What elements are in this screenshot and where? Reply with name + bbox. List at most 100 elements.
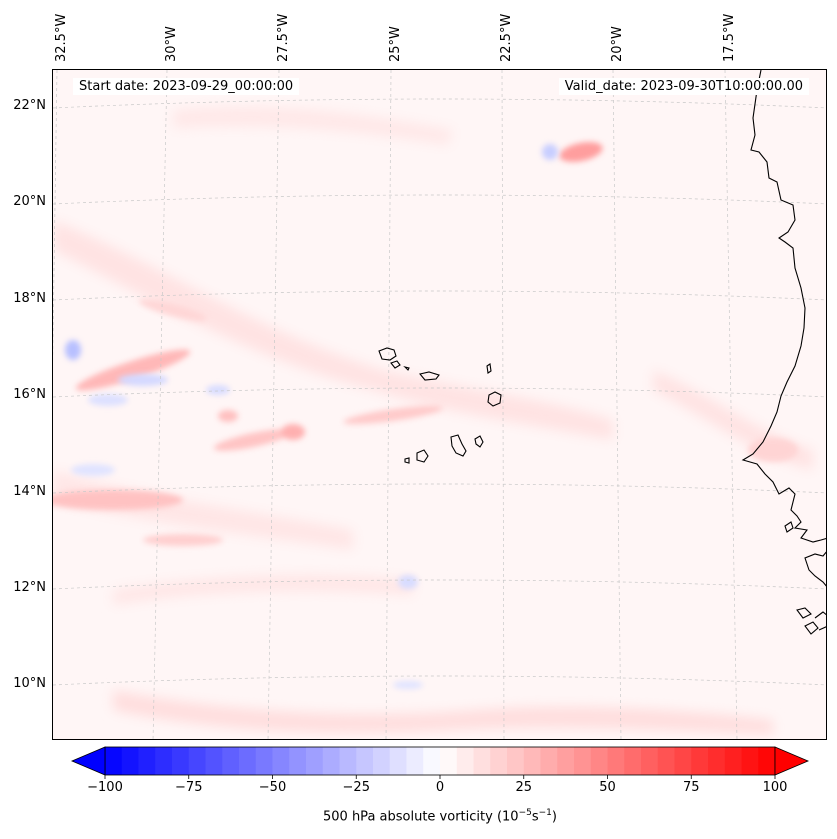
colorbar-segment [239,747,257,775]
colorbar-segment [708,747,726,775]
graticule [53,70,826,739]
lon-label-20w: 20°W [610,26,625,62]
vorticity-field-strong [53,142,798,546]
colorbar-label-suffix: ) [551,809,557,825]
gridline-lon [501,70,505,739]
gridline-lon [724,70,738,739]
lat-label-14n: 14°N [13,484,46,499]
lat-label-20n: 20°N [13,194,46,209]
positive-band [53,470,353,550]
colorbar-max-extend [774,746,810,776]
lon-label-27-5w: 27.5°W [276,13,291,62]
colorbar-segment [641,747,659,775]
island-sao-nicolau [418,371,440,381]
colorbar-segment [339,747,357,775]
colorbar-segment [490,747,508,775]
island-sal [486,363,492,374]
lat-label-10n: 10°N [13,676,46,691]
negative-patch [398,575,418,589]
colorbar-tick-label: 100 [762,780,788,795]
gridline-lat [53,194,826,205]
colorbar-segment [205,747,223,775]
colorbar-segment [574,747,592,775]
gridline-lat [53,579,826,590]
gridline-lat [53,290,826,301]
colorbar-tick-label: −100 [87,780,123,795]
colorbar-label-prefix: 500 hPa absolute vorticity (10 [323,809,519,825]
colorbar-segment [674,747,692,775]
positive-streak [139,299,207,321]
lat-label-12n: 12°N [13,580,46,595]
island-maio [474,435,484,448]
colorbar-segment [440,747,458,775]
colorbar-tick-labels: −100 −75 −50 −25 0 25 50 75 100 [0,780,837,800]
island-brava [404,457,410,464]
colorbar-label-exp1: −5 [518,808,532,818]
colorbar-segment [607,747,625,775]
positive-band [173,106,453,145]
colorbar-label: 500 hPa absolute vorticity (10−5s−1) [0,808,837,824]
colorbar-tick-label: −75 [175,780,203,795]
negative-patch [118,374,168,386]
gridline-lon [612,70,622,739]
coastline-guinea [814,611,826,619]
coastline [741,70,826,587]
positive-streak [53,490,183,510]
colorbar-segment [222,747,240,775]
colorbar-segment [507,747,525,775]
lon-label-22-5w: 22.5°W [499,13,514,62]
colorbar-segment [724,747,743,775]
positive-streak [75,349,191,391]
start-date-label: Start date: 2023-09-29_00:00:00 [73,78,300,95]
island-santo-antao [378,347,397,361]
colorbar-segments [105,747,776,775]
cape-verde-islands [378,347,502,464]
gridline-lon [267,70,280,739]
negative-vorticity [65,144,558,689]
colorbar-segment [322,747,341,775]
coastline-guinea [818,626,826,631]
colorbar-segment [406,747,424,775]
colorbar-segment [473,747,491,775]
lat-label-22n: 22°N [13,98,46,113]
colorbar-segment [121,747,140,775]
positive-band [113,690,773,735]
negative-patch [88,394,128,406]
colorbar-segment [306,747,324,775]
colorbar-segment [523,747,542,775]
vorticity-map [53,70,826,739]
colorbar-tick-label: −50 [258,780,287,795]
negative-patch [393,681,423,689]
valid-date-label: Valid_date: 2023-09-30T10:00:00.00 [558,78,809,95]
positive-band [53,220,613,440]
island-sao-vicente [390,360,401,369]
lat-label-16n: 16°N [13,387,46,402]
colorbar-segment [590,747,609,775]
colorbar-segment [657,747,676,775]
lat-label-18n: 18°N [13,291,46,306]
gridline-lat [53,98,826,109]
positive-streak [343,405,443,425]
colorbar-segment [155,747,173,775]
colorbar-segment [557,747,575,775]
colorbar-segment [456,747,475,775]
colorbar-segment [138,747,156,775]
island-fogo [416,449,429,463]
gridline-lat [53,387,826,398]
island-santa-luzia [403,365,410,371]
colorbar-segment [691,747,709,775]
colorbar-segment [423,747,441,775]
colorbar-segment [389,747,408,775]
map-plot-area[interactable] [52,69,827,740]
colorbar-min-extend [70,746,106,776]
colorbar-segment [289,747,307,775]
island-boa-vista [487,391,502,407]
colorbar-segment [255,747,274,775]
negative-patch [71,464,115,476]
colorbar-segment [188,747,207,775]
negative-patch [206,385,230,395]
colorbar-segment [172,747,190,775]
colorbar-tick-label: −25 [342,780,370,795]
gridline-lon [385,70,392,739]
positive-streak [748,438,798,462]
